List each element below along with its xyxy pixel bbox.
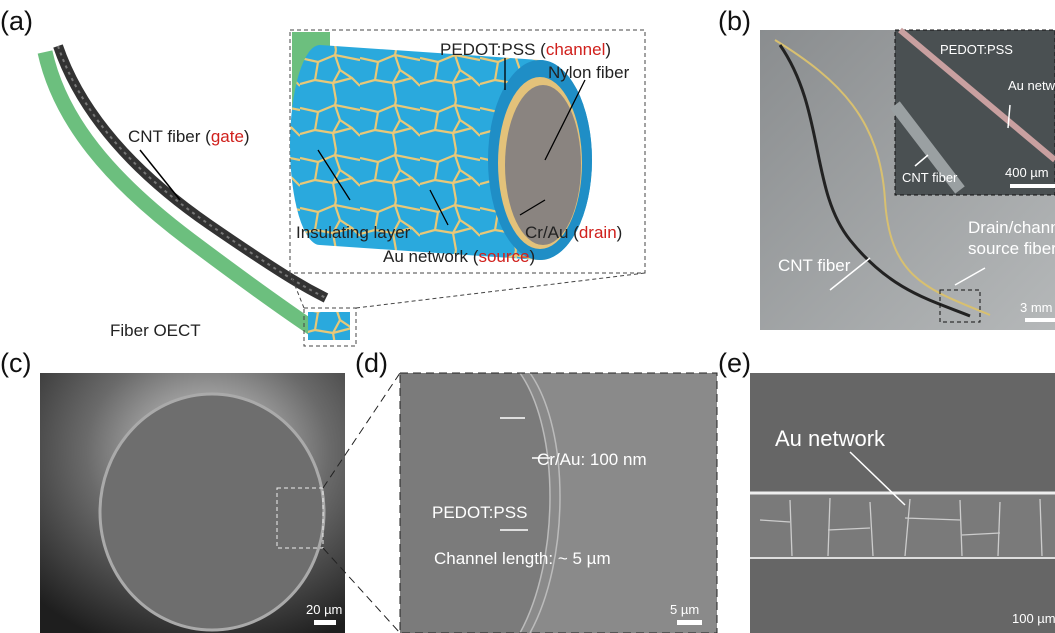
label-part: Drain/channel/ <box>968 218 1055 237</box>
label-part: CNT fiber ( <box>128 127 211 146</box>
scale-label: 20 µm <box>306 602 342 617</box>
label: PEDOT:PSS <box>940 42 1013 57</box>
panel-label: (e) <box>718 348 751 378</box>
panel-a: (a) CNT fiber (gate) Fiber OECT PEDOT:PS… <box>0 6 645 346</box>
panel-label: (b) <box>718 6 751 36</box>
fiber-end <box>308 312 350 340</box>
label-part: gate <box>211 127 244 146</box>
scale-bar <box>677 620 702 625</box>
label: Fiber OECT <box>110 321 201 340</box>
label: Cr/Au (drain) <box>525 223 622 242</box>
label-part: ) <box>605 40 611 59</box>
label: Cr/Au: 100 nm <box>537 450 647 469</box>
panel-label: (a) <box>0 6 33 36</box>
label-part: Cr/Au ( <box>525 223 579 242</box>
cnt-twist <box>58 46 326 298</box>
panel-d: (d) Cr/Au: 100 nm PEDOT:PSS Channel leng… <box>355 348 717 633</box>
nylon-core <box>505 85 581 245</box>
label-part: ) <box>617 223 623 242</box>
label: CNT fiber <box>902 170 958 185</box>
panel-label: (c) <box>0 348 31 378</box>
label: Nylon fiber <box>548 63 630 82</box>
label: PEDOT:PSS (channel) <box>440 40 611 59</box>
panel-e: (e) Au network 100 µm <box>718 348 1055 633</box>
label-part: Au network ( <box>383 247 479 266</box>
label: Au network <box>775 426 886 451</box>
scale-label: 100 µm <box>1012 611 1055 626</box>
scale-bar <box>314 620 336 625</box>
scale-bar <box>1025 318 1055 322</box>
panel-c: (c) 20 µm <box>0 348 400 633</box>
panel-label: (d) <box>355 348 388 378</box>
label-part: source fiber <box>968 239 1055 258</box>
fiber-cross-section <box>100 394 324 630</box>
scale-label: 400 µm <box>1005 165 1049 180</box>
label-part: source <box>478 247 529 266</box>
label: CNT fiber (gate) <box>128 127 250 146</box>
label-part: ) <box>244 127 250 146</box>
label: Channel length: ~ 5 µm <box>434 549 611 568</box>
label: PEDOT:PSS <box>432 503 527 522</box>
label: CNT fiber <box>778 256 851 275</box>
scale-bar <box>1010 184 1055 188</box>
scale-label: 5 µm <box>670 602 699 617</box>
scale-label: 3 mm <box>1020 300 1053 315</box>
label-part: PEDOT:PSS ( <box>440 40 546 59</box>
label: Au network (source) <box>383 247 535 266</box>
label-part: ) <box>529 247 535 266</box>
label-part: channel <box>546 40 606 59</box>
label: Insulating layer <box>296 223 411 242</box>
figure: (a) CNT fiber (gate) Fiber OECT PEDOT:PS… <box>0 0 1055 633</box>
label: Au network <box>1008 78 1055 93</box>
panel-b: (b) PEDOT:PSS Au network CNT fiber 400 µ… <box>718 6 1055 330</box>
cnt-fiber <box>58 46 326 298</box>
zoom-line <box>356 273 645 308</box>
label-part: drain <box>579 223 617 242</box>
